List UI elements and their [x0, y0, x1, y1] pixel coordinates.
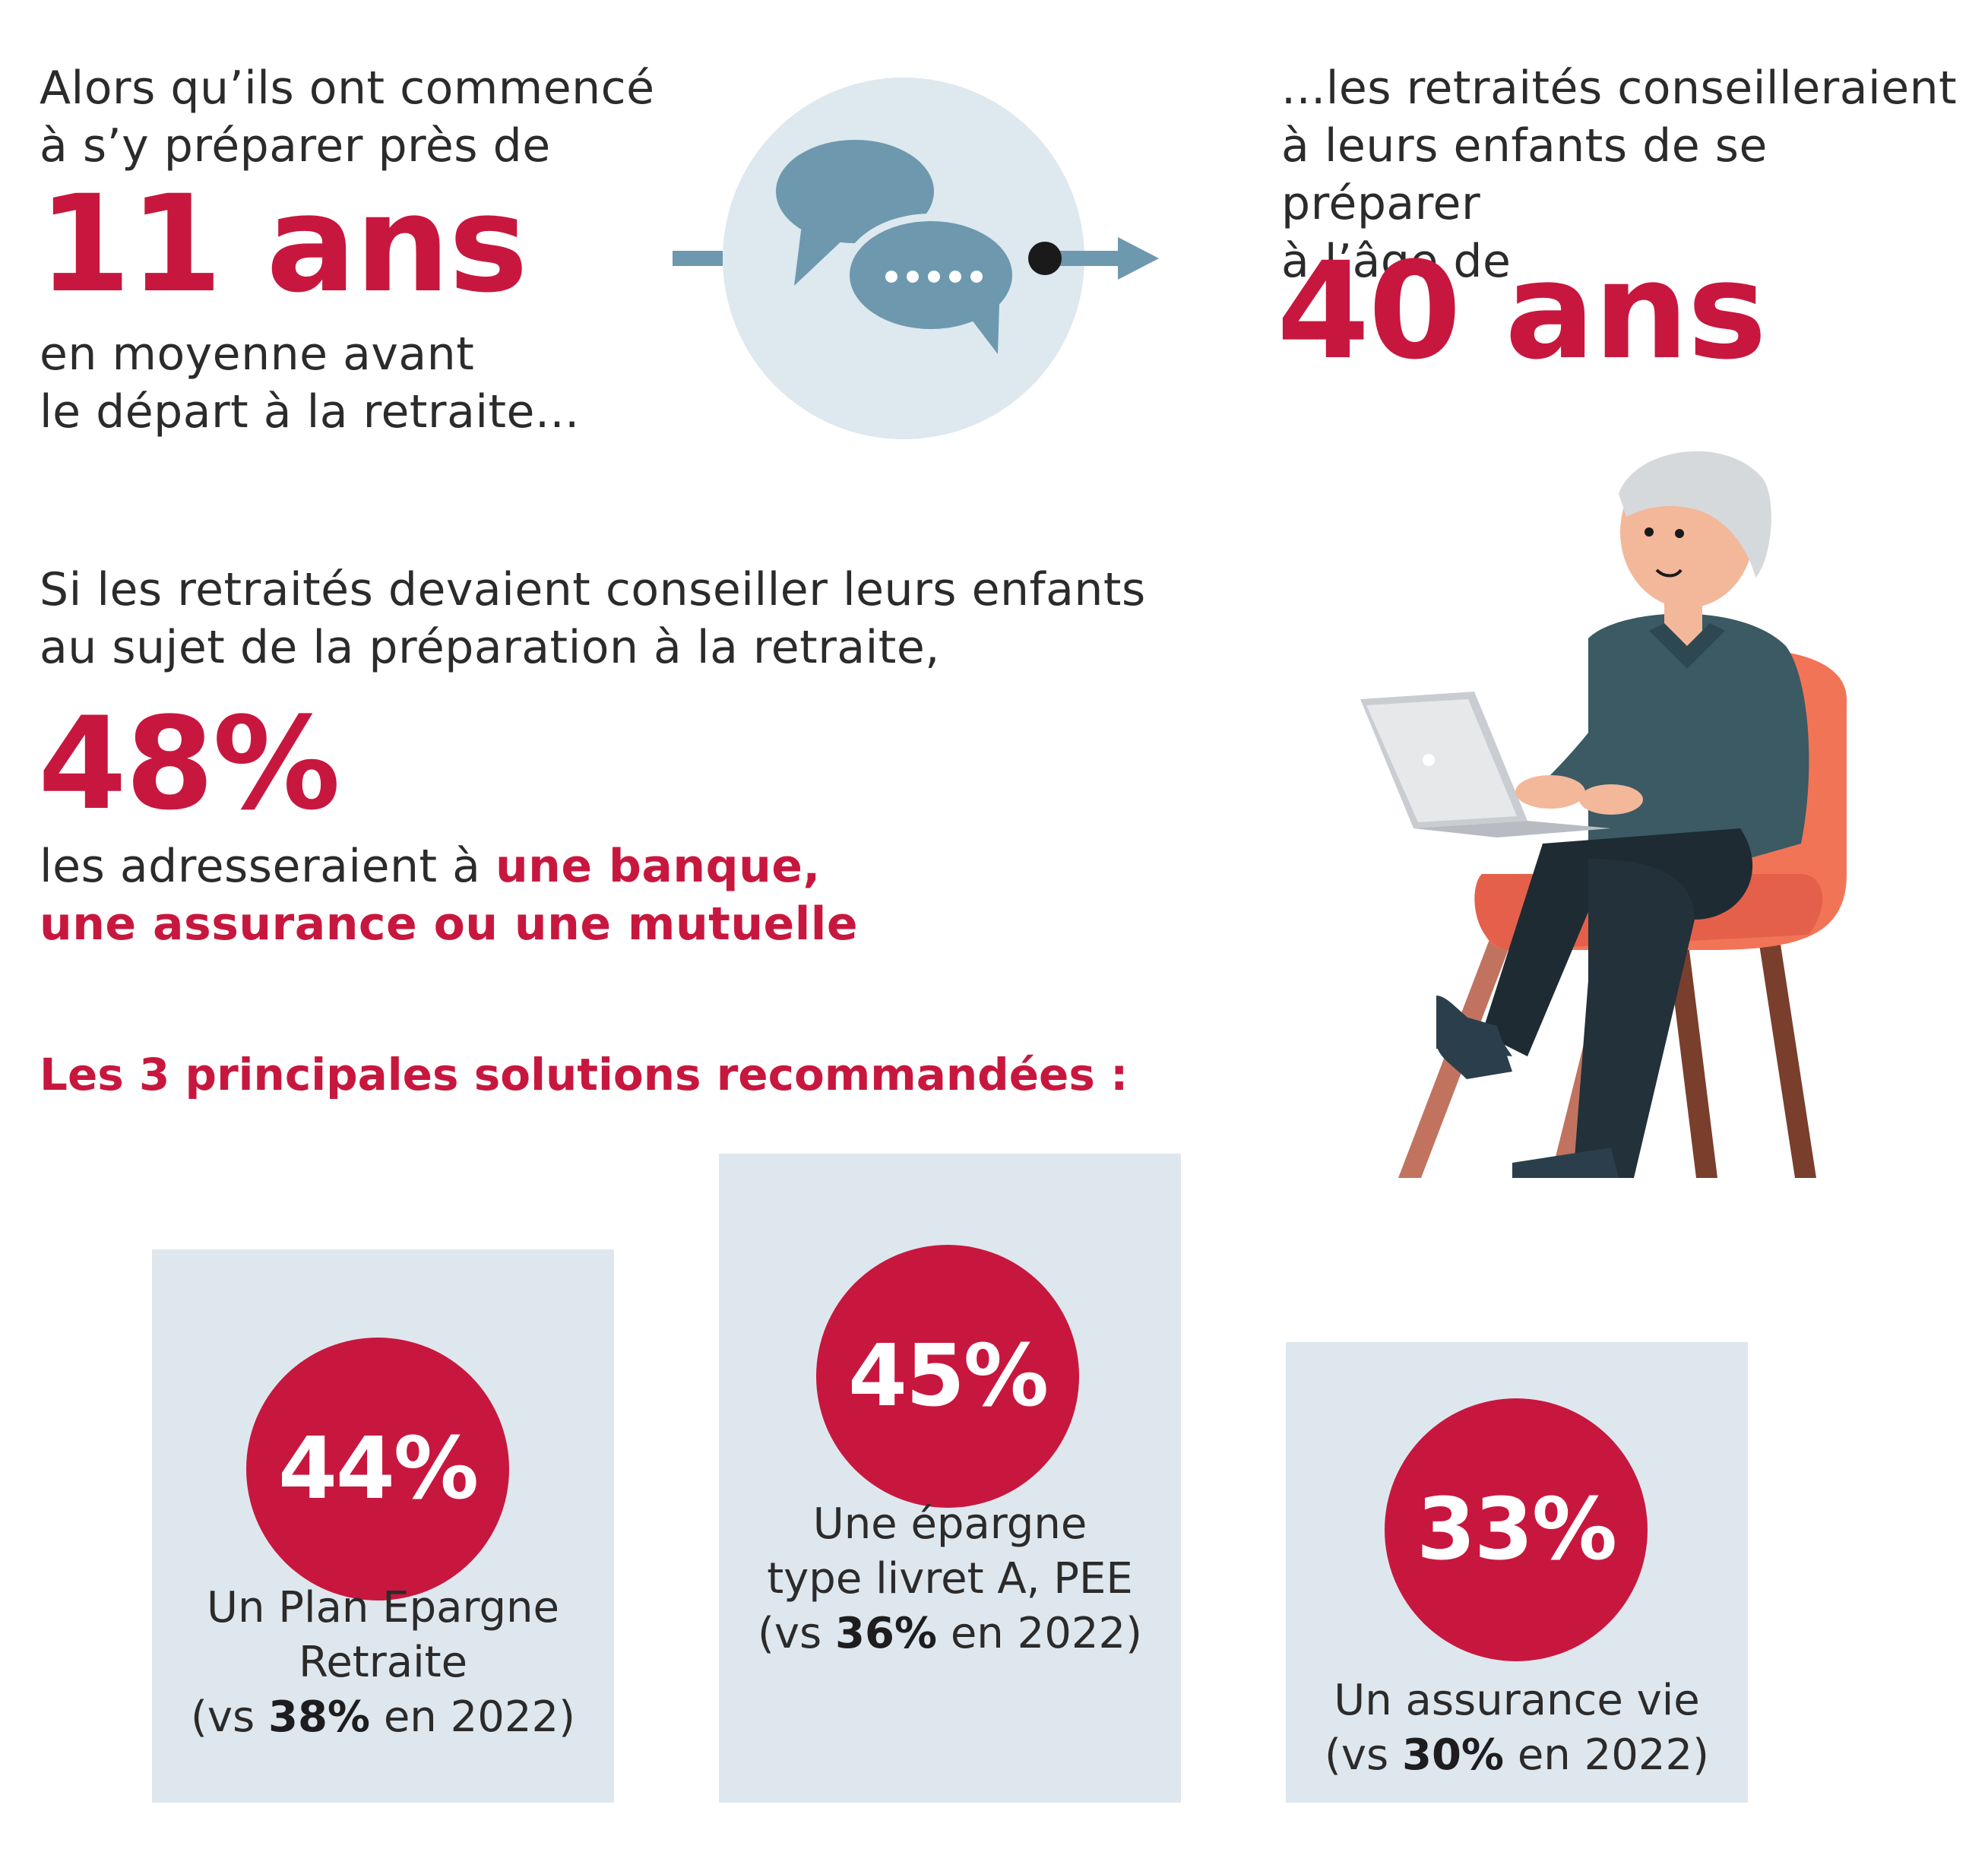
years-started-value: 11 ans — [38, 166, 528, 322]
solution-2-percent: 45% — [816, 1245, 1079, 1508]
advice-percent-value: 48% — [38, 689, 340, 838]
solution-2-comparison: (vs 36% en 2022) — [758, 1609, 1142, 1658]
solution-1-comparison: (vs 38% en 2022) — [191, 1692, 575, 1742]
solution-2-caption: Une épargne type livret A, PEE (vs 36% e… — [719, 1497, 1181, 1661]
intro-line-3: à l’âge de — [1281, 235, 1512, 288]
solution-3-percent: 33% — [1385, 1398, 1648, 1661]
advice-prefix: les adresseraient à — [40, 840, 495, 893]
intro-line-1: ...les retraités conseilleraient — [1281, 62, 1958, 115]
solution-1-caption: Un Plan Epargne Retraite (vs 38% en 2022… — [152, 1581, 614, 1745]
solution-3-caption: Un assurance vie (vs 30% en 2022) — [1286, 1673, 1748, 1783]
intro-line-2: à s’y préparer près de — [40, 119, 551, 173]
outro-line-2: le départ à la retraite... — [40, 385, 580, 439]
solution-1-label-line-2: Retraite — [298, 1638, 468, 1687]
advice-outcome-line-1: les adresseraient à une banque, — [40, 837, 951, 895]
solutions-heading: Les 3 principales solutions recommandées… — [40, 1049, 1129, 1100]
recommended-age-value: 40 ans — [1277, 233, 1767, 389]
advice-outcome: les adresseraient à une banque, une assu… — [40, 837, 951, 953]
advice-line-2: au sujet de la préparation à la retraite… — [40, 621, 940, 674]
top-left-outro: en moyenne avant le départ à la retraite… — [40, 325, 723, 441]
advice-line-1: Si les retraités devaient conseiller leu… — [40, 563, 1146, 616]
top-right-intro: ...les retraités conseilleraient à leurs… — [1281, 59, 1980, 290]
solution-2-label-line-2: type livret A, PEE — [767, 1554, 1133, 1604]
intro-line-1: Alors qu’ils ont commencé — [40, 62, 655, 115]
retiree-laptop-illustration — [1360, 451, 1847, 1178]
intro-line-2: à leurs enfants de se préparer — [1281, 119, 1768, 230]
solution-3-label-line-1: Un assurance vie — [1334, 1676, 1700, 1725]
outro-line-1: en moyenne avant — [40, 328, 475, 381]
solution-2-label-line-1: Une épargne — [812, 1499, 1087, 1549]
speech-bubbles-icon — [673, 78, 1159, 439]
advice-highlight-1: une banque, — [495, 840, 821, 893]
top-left-intro: Alors qu’ils ont commencé à s’y préparer… — [40, 59, 723, 175]
solution-1-label-line-1: Un Plan Epargne — [207, 1583, 559, 1632]
solution-1-percent: 44% — [246, 1338, 509, 1600]
advice-intro: Si les retraités devaient conseiller leu… — [40, 561, 1179, 676]
solution-3-comparison: (vs 30% en 2022) — [1325, 1730, 1709, 1780]
advice-highlight-2: une assurance ou une mutuelle — [40, 898, 859, 951]
